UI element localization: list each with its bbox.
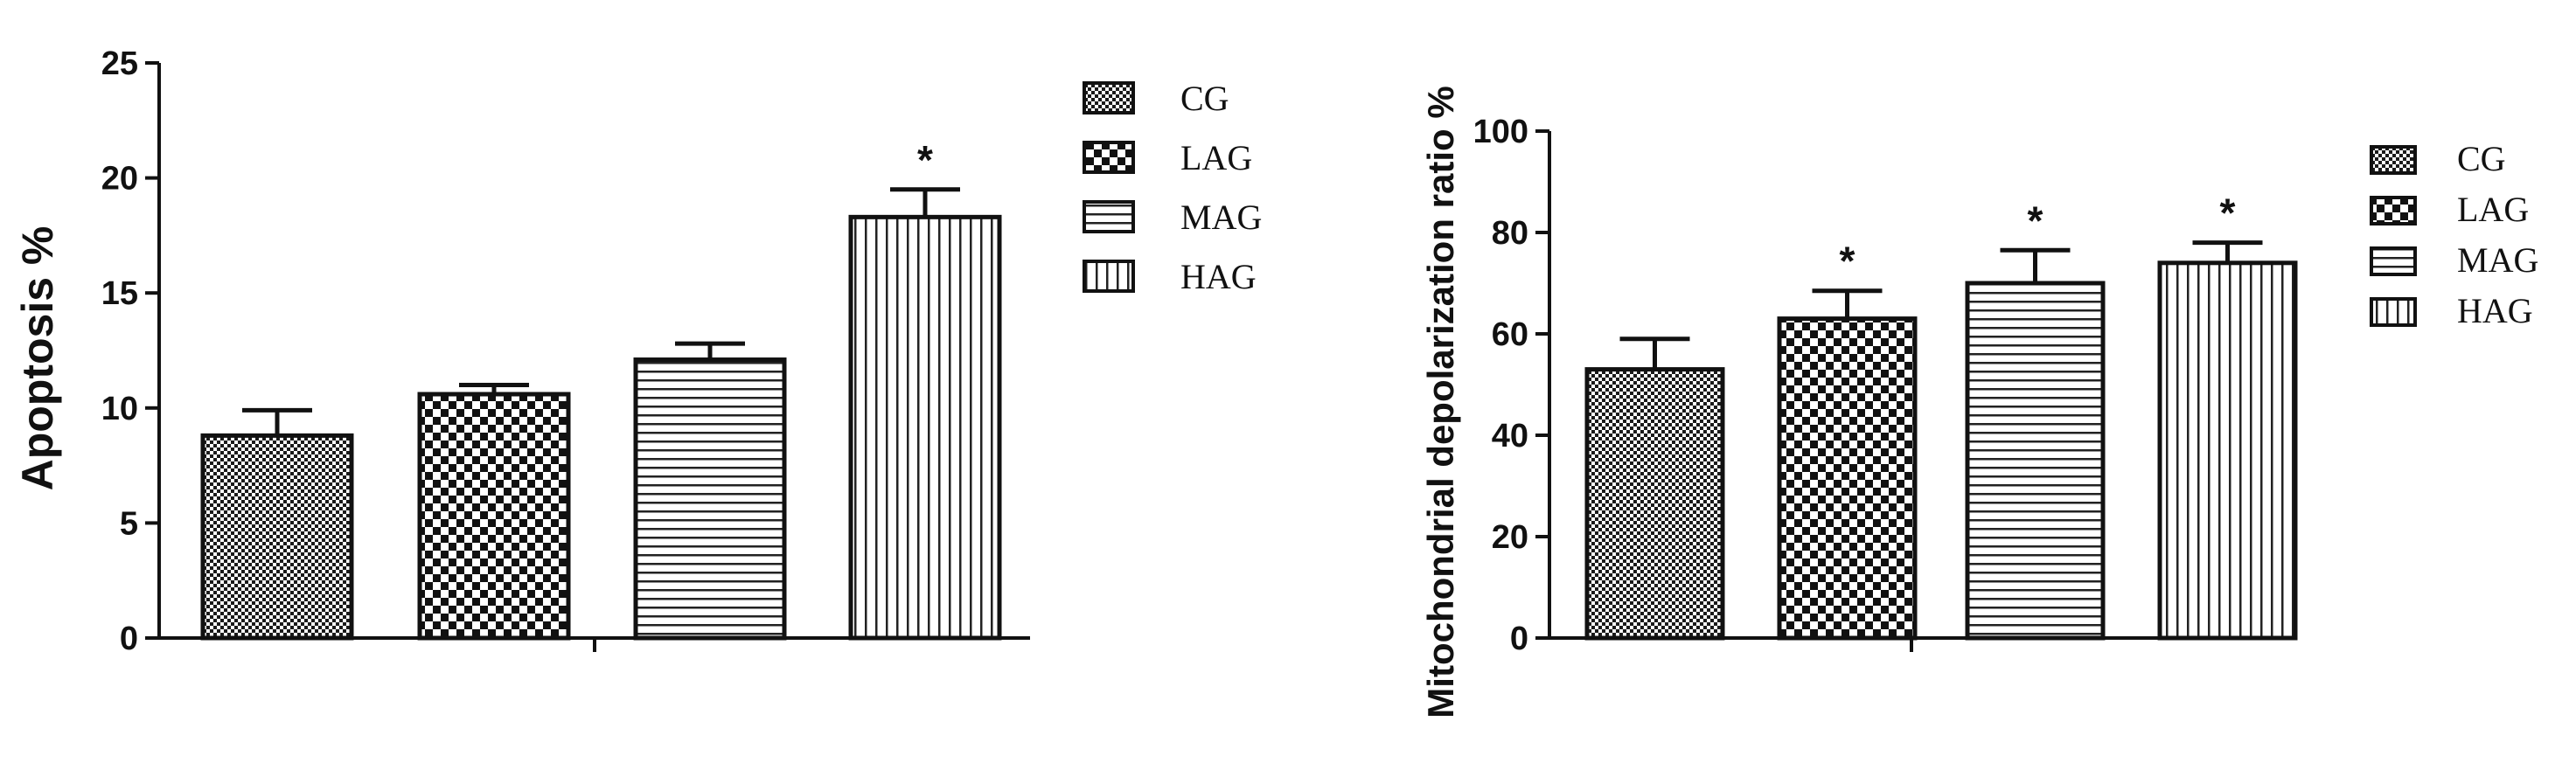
legend-label: CG [1180, 79, 1229, 118]
legend-label: LAG [2457, 190, 2529, 229]
legend-label: HAG [1180, 257, 1257, 296]
y-tick-label: 25 [101, 45, 138, 82]
y-axis-title: Mitochondrial depolarization ratio % [1420, 86, 1461, 718]
y-tick-label: 15 [101, 275, 138, 312]
legend-swatch [1083, 81, 1135, 114]
legend-swatch [2370, 246, 2417, 276]
legend: CG LAG MAG HAG [2370, 139, 2538, 330]
legend: CG LAG MAG HAG [1083, 79, 1262, 296]
legend-swatch [1083, 141, 1135, 174]
y-axis-title: Apoptosis % [13, 226, 62, 491]
bar-cg [1584, 367, 1725, 641]
legend-swatch [1083, 260, 1135, 293]
y-tick-label: 40 [1492, 418, 1528, 454]
y-tick-label: 80 [1492, 215, 1528, 252]
legend-swatch [2370, 145, 2417, 175]
bar-lag [417, 392, 571, 641]
legend-label: MAG [1180, 198, 1262, 237]
apoptosis-chart: 0 5 10 15 20 25 * Apoptosis % CG LAG MAG HAG [13, 45, 1262, 657]
y-tick-label: 60 [1492, 316, 1528, 353]
significance-mark: * [2028, 198, 2043, 243]
y-tick-label: 0 [120, 621, 138, 657]
bar-hag [848, 214, 1002, 641]
y-tick-label: 5 [120, 505, 138, 542]
legend-swatch [1083, 200, 1135, 233]
legend-label: LAG [1180, 138, 1252, 177]
legend-swatch [2370, 196, 2417, 225]
legend-label: MAG [2457, 240, 2538, 280]
y-tick-label: 20 [101, 161, 138, 198]
bar-mag [633, 357, 787, 641]
y-tick-label: 0 [1510, 621, 1528, 657]
significance-mark: * [917, 137, 933, 183]
bar-cg [200, 433, 354, 641]
legend-label: CG [2457, 139, 2506, 178]
y-tick-label: 100 [1473, 114, 1528, 150]
bar-lag [1777, 316, 1918, 641]
significance-mark: * [2220, 191, 2236, 236]
legend-swatch [2370, 297, 2417, 327]
significance-mark: * [1840, 239, 1855, 284]
y-tick-label: 10 [101, 391, 138, 427]
bar-mag [1965, 281, 2106, 641]
bar-hag [2157, 260, 2298, 641]
y-tick-label: 20 [1492, 519, 1528, 556]
legend-label: HAG [2457, 291, 2533, 330]
mitochondrial-chart: 0 20 40 60 80 100 * * * Mitochondrial depolariza… [1420, 86, 2538, 718]
